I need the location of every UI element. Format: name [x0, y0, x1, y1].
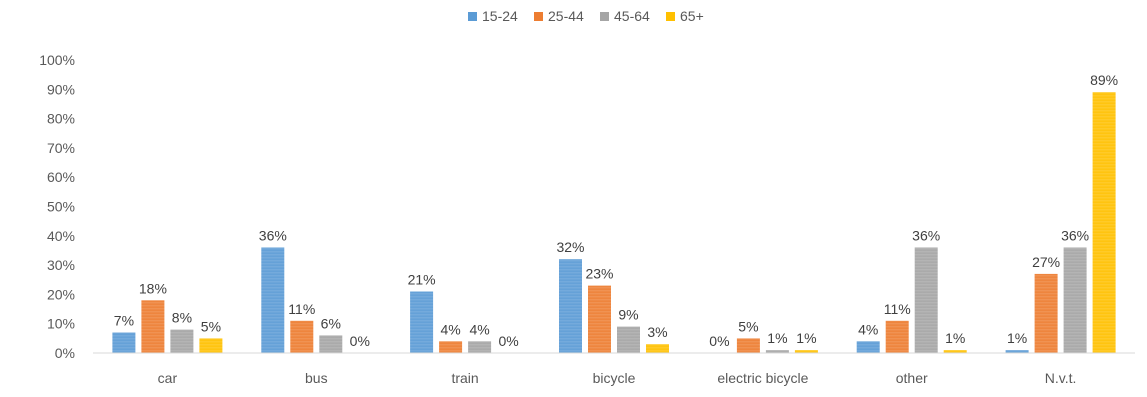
bar-65plus-n-v-t-: [1092, 92, 1116, 353]
legend-label: 65+: [680, 8, 704, 24]
bar-65plus-electric-bicycle: [794, 350, 818, 353]
y-axis: 0% 10% 20% 30% 40% 50% 60% 70% 80% 90% 100%: [39, 52, 75, 361]
data-label: 4%: [858, 321, 878, 337]
y-tick-label: 0%: [55, 345, 75, 361]
bar-15-24-bus: [261, 247, 285, 353]
data-label: 11%: [288, 301, 315, 317]
x-tick-label: train: [451, 370, 478, 386]
data-label: 89%: [1090, 72, 1118, 88]
legend-item: 15-24: [468, 8, 518, 24]
data-label: 11%: [884, 301, 911, 317]
data-label: 6%: [321, 315, 341, 331]
y-tick-label: 70%: [47, 140, 75, 156]
data-label: 7%: [114, 313, 134, 329]
legend-swatch: [468, 12, 477, 21]
data-label: 18%: [139, 280, 167, 296]
data-label: 27%: [1032, 254, 1060, 270]
bar-65plus-car: [199, 338, 223, 353]
bar-45-64-other: [914, 247, 938, 353]
legend-item: 45-64: [600, 8, 650, 24]
data-label: 32%: [556, 239, 584, 255]
data-label: 8%: [172, 310, 192, 326]
data-label: 36%: [912, 228, 940, 244]
bar-25-44-other: [885, 320, 909, 353]
legend-swatch: [534, 12, 543, 21]
legend-label: 45-64: [614, 8, 650, 24]
bar-25-44-car: [141, 300, 165, 353]
data-label: 5%: [201, 318, 221, 334]
x-tick-label: other: [896, 370, 928, 386]
y-tick-label: 90%: [47, 81, 75, 97]
data-label: 1%: [1007, 330, 1027, 346]
bar-65plus-other: [943, 350, 967, 353]
bar-15-24-n-v-t-: [1005, 350, 1029, 353]
data-label: 5%: [738, 318, 758, 334]
legend-swatch: [600, 12, 609, 21]
y-tick-label: 50%: [47, 199, 75, 215]
bar-45-64-electric-bicycle: [765, 350, 789, 353]
data-label: 1%: [945, 330, 965, 346]
data-label: 0%: [498, 333, 518, 349]
bar-45-64-n-v-t-: [1063, 247, 1087, 353]
data-label: 1%: [796, 330, 816, 346]
x-tick-label: electric bicycle: [717, 370, 808, 386]
x-tick-label: N.v.t.: [1045, 370, 1077, 386]
data-label: 4%: [469, 321, 489, 337]
legend-label: 15-24: [482, 8, 518, 24]
bar-15-24-car: [112, 332, 136, 353]
bar-25-44-electric-bicycle: [736, 338, 760, 353]
data-label: 4%: [440, 321, 460, 337]
data-label: 1%: [767, 330, 787, 346]
bar-45-64-car: [170, 329, 194, 353]
x-tick-label: car: [158, 370, 178, 386]
bar-45-64-bicycle: [617, 326, 640, 353]
bar-45-64-train: [468, 341, 492, 353]
y-tick-label: 60%: [47, 169, 75, 185]
bar-15-24-other: [856, 341, 880, 353]
data-label: 9%: [618, 307, 638, 323]
x-axis: car bus train bicycle electric bicycle other N…: [93, 352, 1135, 386]
y-tick-label: 30%: [47, 257, 75, 273]
bar-25-44-bicycle: [588, 285, 611, 353]
legend-swatch: [666, 12, 675, 21]
data-label: 23%: [585, 266, 613, 282]
bar-65plus-bicycle: [646, 344, 669, 353]
data-label: 0%: [350, 333, 370, 349]
legend-item: 65+: [666, 8, 704, 24]
bar-15-24-bicycle: [559, 259, 582, 353]
data-label: 0%: [709, 333, 729, 349]
data-label: 21%: [408, 272, 436, 288]
y-tick-label: 80%: [47, 111, 75, 127]
legend-item: 25-44: [534, 8, 584, 24]
y-tick-label: 10%: [47, 316, 75, 332]
data-label: 36%: [259, 228, 287, 244]
bar-25-44-train: [439, 341, 463, 353]
bar-25-44-n-v-t-: [1034, 273, 1058, 353]
data-label: 36%: [1061, 228, 1089, 244]
x-tick-label: bicycle: [593, 370, 636, 386]
y-tick-label: 20%: [47, 286, 75, 302]
y-tick-label: 40%: [47, 228, 75, 244]
x-tick-label: bus: [305, 370, 328, 386]
data-label: 3%: [647, 324, 667, 340]
bar-45-64-bus: [319, 335, 343, 353]
legend: 15-24 25-44 45-64 65+: [468, 8, 704, 24]
bars: 7% 18% 8% 5% 36% 11% 6% 0% 21% 4% 4% 0% 32%23% 9% 3% 0%…: [112, 72, 1118, 353]
bar-15-24-train: [410, 291, 434, 353]
bar-25-44-bus: [290, 320, 314, 353]
y-tick-label: 100%: [39, 52, 75, 68]
legend-label: 25-44: [548, 8, 584, 24]
